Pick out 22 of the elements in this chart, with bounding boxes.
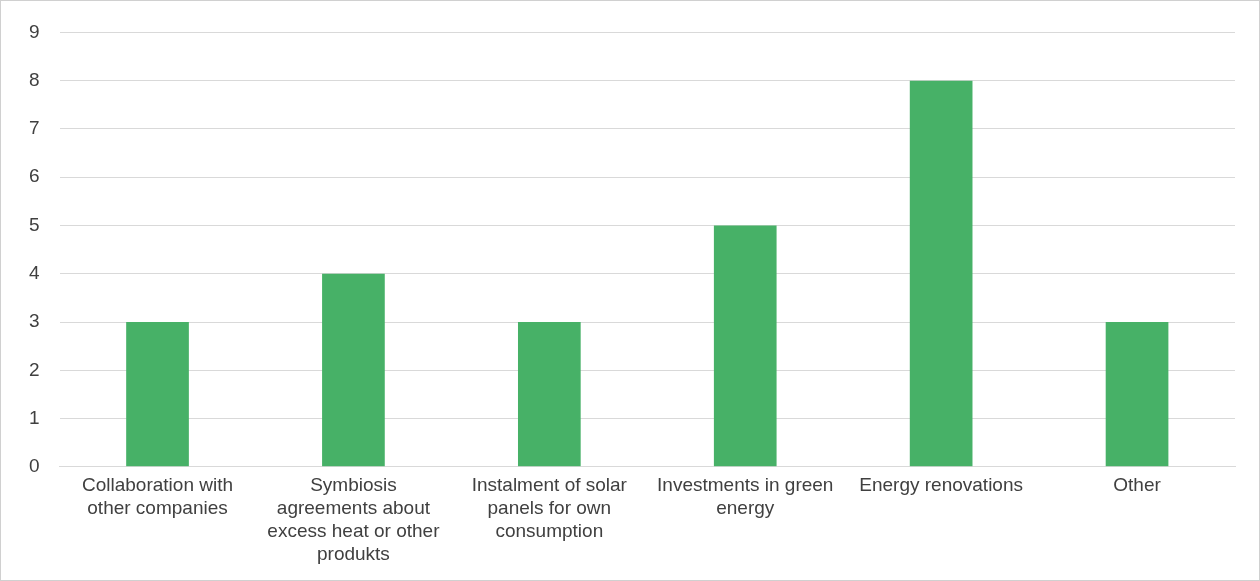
x-tick-label: Collaboration with other companies <box>82 474 234 519</box>
x-tick-label: Investments in green energy <box>657 474 834 519</box>
bar <box>713 225 777 467</box>
y-tick-label: 8 <box>28 68 40 90</box>
y-tick-label: 3 <box>28 310 40 332</box>
y-tick-label: 5 <box>28 213 40 235</box>
bar <box>517 322 581 467</box>
y-tick-label: 1 <box>28 406 40 428</box>
y-tick-label: 2 <box>28 358 40 380</box>
x-tick-label: Symbiosis agreements about excess heat or other produkts <box>267 474 441 564</box>
y-tick-label: 7 <box>28 117 40 139</box>
y-tick-label: 9 <box>28 20 40 42</box>
y-tick-label: 6 <box>28 165 40 187</box>
bar <box>909 80 973 467</box>
bar <box>1105 322 1169 467</box>
x-tick-label: Energy renovations <box>859 474 1023 496</box>
y-tick-label: 4 <box>28 261 40 283</box>
x-tick-label: Instalment of solar panels for own consumption <box>471 474 628 542</box>
x-tick-label: Other <box>1113 474 1162 496</box>
bar <box>322 273 385 467</box>
y-tick-label: 0 <box>28 455 40 477</box>
bar <box>126 322 189 467</box>
